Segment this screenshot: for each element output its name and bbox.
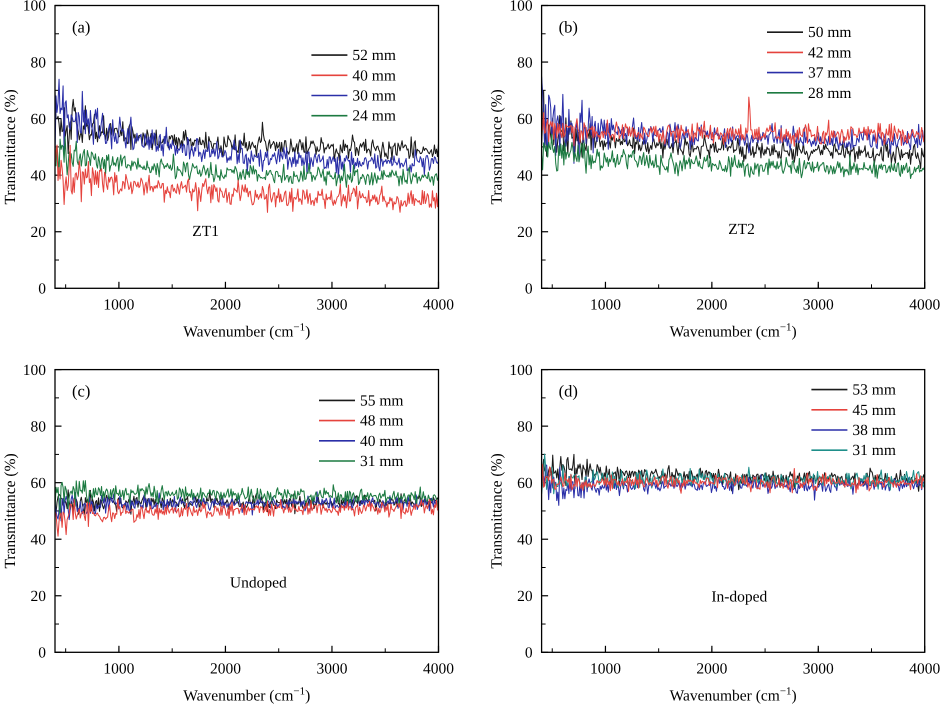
svg-text:31 mm: 31 mm bbox=[852, 442, 896, 459]
svg-text:20: 20 bbox=[517, 224, 533, 241]
svg-text:24 mm: 24 mm bbox=[352, 108, 396, 125]
svg-text:100: 100 bbox=[509, 0, 533, 15]
svg-text:0: 0 bbox=[38, 645, 46, 662]
svg-text:45 mm: 45 mm bbox=[852, 402, 896, 419]
svg-text:Transmittance (%): Transmittance (%) bbox=[2, 453, 19, 568]
svg-text:28 mm: 28 mm bbox=[808, 85, 852, 102]
svg-text:60: 60 bbox=[31, 111, 47, 128]
svg-text:(c): (c) bbox=[72, 382, 90, 401]
svg-text:48 mm: 48 mm bbox=[360, 413, 404, 430]
svg-text:3000: 3000 bbox=[803, 660, 834, 677]
svg-text:1000: 1000 bbox=[103, 660, 134, 677]
svg-text:40 mm: 40 mm bbox=[352, 67, 396, 84]
svg-text:0: 0 bbox=[38, 281, 46, 298]
svg-text:In-doped: In-doped bbox=[711, 588, 767, 605]
svg-text:37 mm: 37 mm bbox=[808, 65, 852, 82]
svg-text:Wavenumber (cm−1): Wavenumber (cm−1) bbox=[670, 685, 797, 704]
svg-text:53 mm: 53 mm bbox=[852, 382, 896, 399]
svg-text:Transmittance (%): Transmittance (%) bbox=[2, 89, 19, 204]
svg-text:30 mm: 30 mm bbox=[352, 88, 396, 105]
svg-text:40: 40 bbox=[31, 531, 47, 548]
svg-text:1000: 1000 bbox=[590, 296, 621, 313]
svg-text:(b): (b) bbox=[559, 18, 578, 37]
svg-text:38 mm: 38 mm bbox=[852, 422, 896, 439]
svg-text:40: 40 bbox=[517, 167, 533, 184]
svg-text:ZT2: ZT2 bbox=[728, 221, 755, 238]
svg-text:Wavenumber (cm−1): Wavenumber (cm−1) bbox=[183, 321, 310, 340]
svg-text:40: 40 bbox=[517, 531, 533, 548]
svg-text:2000: 2000 bbox=[210, 296, 241, 313]
svg-text:100: 100 bbox=[509, 362, 533, 379]
svg-text:4000: 4000 bbox=[909, 660, 940, 677]
svg-text:Transmittance (%): Transmittance (%) bbox=[489, 453, 506, 568]
svg-text:31 mm: 31 mm bbox=[360, 453, 404, 470]
svg-text:100: 100 bbox=[23, 0, 47, 15]
svg-text:1000: 1000 bbox=[590, 660, 621, 677]
svg-text:40: 40 bbox=[31, 167, 47, 184]
svg-text:60: 60 bbox=[517, 475, 533, 492]
svg-text:55 mm: 55 mm bbox=[360, 392, 404, 409]
svg-text:Wavenumber (cm−1): Wavenumber (cm−1) bbox=[183, 685, 310, 704]
svg-text:80: 80 bbox=[31, 418, 47, 435]
svg-text:20: 20 bbox=[31, 224, 47, 241]
svg-text:3000: 3000 bbox=[316, 296, 347, 313]
svg-text:100: 100 bbox=[23, 362, 47, 379]
svg-text:80: 80 bbox=[31, 54, 47, 71]
svg-text:(a): (a) bbox=[72, 18, 90, 37]
svg-text:(d): (d) bbox=[559, 382, 578, 401]
svg-text:50 mm: 50 mm bbox=[808, 24, 852, 41]
svg-text:4000: 4000 bbox=[909, 296, 940, 313]
svg-text:3000: 3000 bbox=[803, 296, 834, 313]
svg-text:2000: 2000 bbox=[210, 660, 241, 677]
svg-text:ZT1: ZT1 bbox=[192, 223, 219, 240]
svg-text:Undoped: Undoped bbox=[230, 574, 287, 591]
svg-text:40 mm: 40 mm bbox=[360, 433, 404, 450]
svg-text:80: 80 bbox=[517, 418, 533, 435]
svg-text:2000: 2000 bbox=[696, 296, 727, 313]
svg-text:3000: 3000 bbox=[316, 660, 347, 677]
svg-text:60: 60 bbox=[31, 475, 47, 492]
svg-text:80: 80 bbox=[517, 54, 533, 71]
svg-text:20: 20 bbox=[517, 588, 533, 605]
svg-text:42 mm: 42 mm bbox=[808, 44, 852, 61]
svg-text:52 mm: 52 mm bbox=[352, 47, 396, 64]
svg-text:60: 60 bbox=[517, 111, 533, 128]
svg-text:2000: 2000 bbox=[696, 660, 727, 677]
svg-text:0: 0 bbox=[525, 645, 533, 662]
svg-text:20: 20 bbox=[31, 588, 47, 605]
svg-text:Wavenumber (cm−1): Wavenumber (cm−1) bbox=[670, 321, 797, 340]
svg-text:4000: 4000 bbox=[423, 660, 454, 677]
svg-text:Transmittance (%): Transmittance (%) bbox=[489, 89, 506, 204]
svg-text:1000: 1000 bbox=[103, 296, 134, 313]
svg-text:0: 0 bbox=[525, 281, 533, 298]
svg-text:4000: 4000 bbox=[423, 296, 454, 313]
